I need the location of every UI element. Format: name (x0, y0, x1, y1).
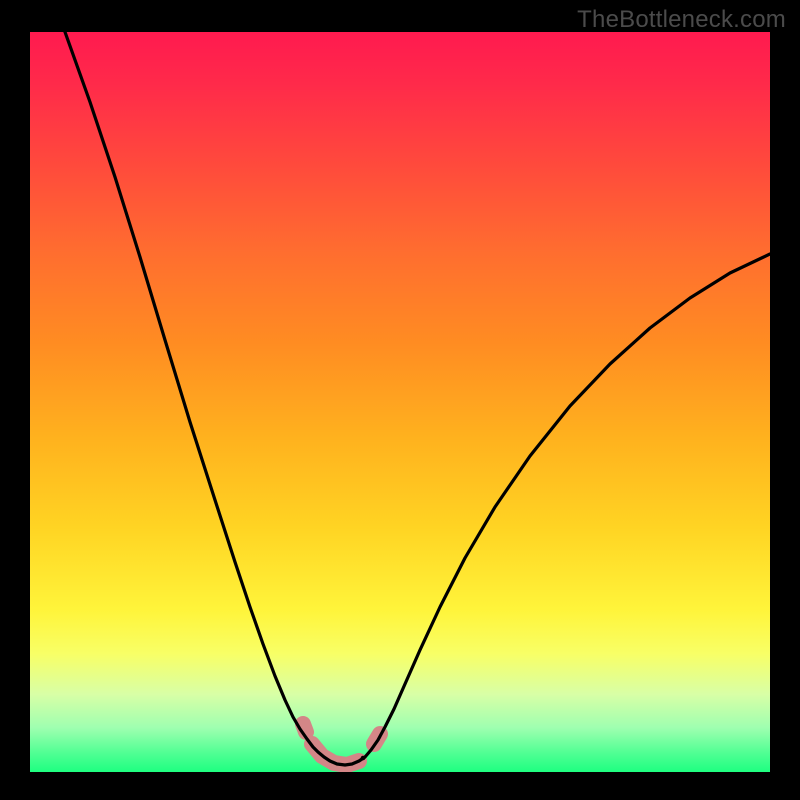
plot-area (30, 32, 770, 772)
plot-svg (30, 32, 770, 772)
chart-frame: TheBottleneck.com (0, 0, 800, 800)
gradient-background (30, 32, 770, 772)
marker-segment (303, 724, 306, 732)
notch-dot (361, 756, 366, 761)
watermark-text: TheBottleneck.com (577, 6, 786, 34)
